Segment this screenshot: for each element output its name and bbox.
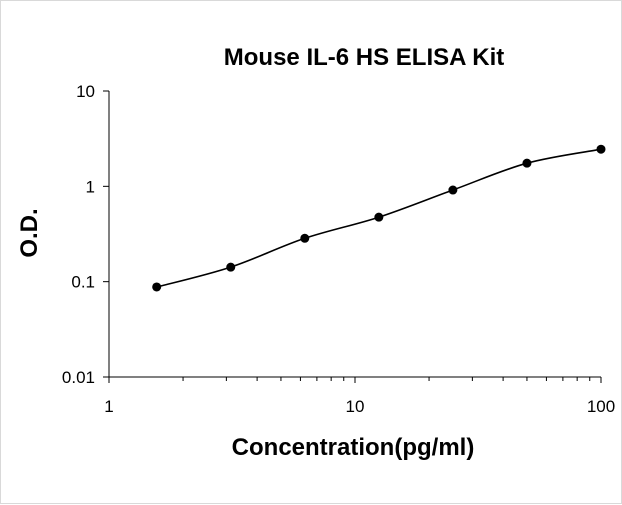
data-point: [448, 185, 458, 195]
tick-labels: 1 10 100 0.01 0.1 1 10: [62, 82, 615, 416]
data-point: [152, 282, 162, 292]
data-point: [374, 212, 384, 222]
y-axis-label: O.D.: [16, 208, 43, 257]
x-tick-label: 100: [587, 397, 615, 416]
data-point: [522, 158, 532, 168]
chart-title: Mouse IL-6 HS ELISA Kit: [224, 44, 504, 71]
y-tick-label: 1: [86, 177, 95, 196]
data-point: [596, 144, 606, 154]
data-point: [300, 233, 310, 243]
y-tick-label: 0.1: [71, 273, 95, 292]
data-points: [152, 144, 606, 292]
data-point: [226, 262, 236, 272]
y-tick-label: 0.01: [62, 368, 95, 387]
axes: [103, 90, 602, 383]
x-axis-label: Concentration(pg/ml): [232, 434, 475, 461]
x-tick-label: 10: [346, 397, 365, 416]
y-tick-label: 10: [76, 82, 95, 101]
x-tick-label: 1: [104, 397, 113, 416]
